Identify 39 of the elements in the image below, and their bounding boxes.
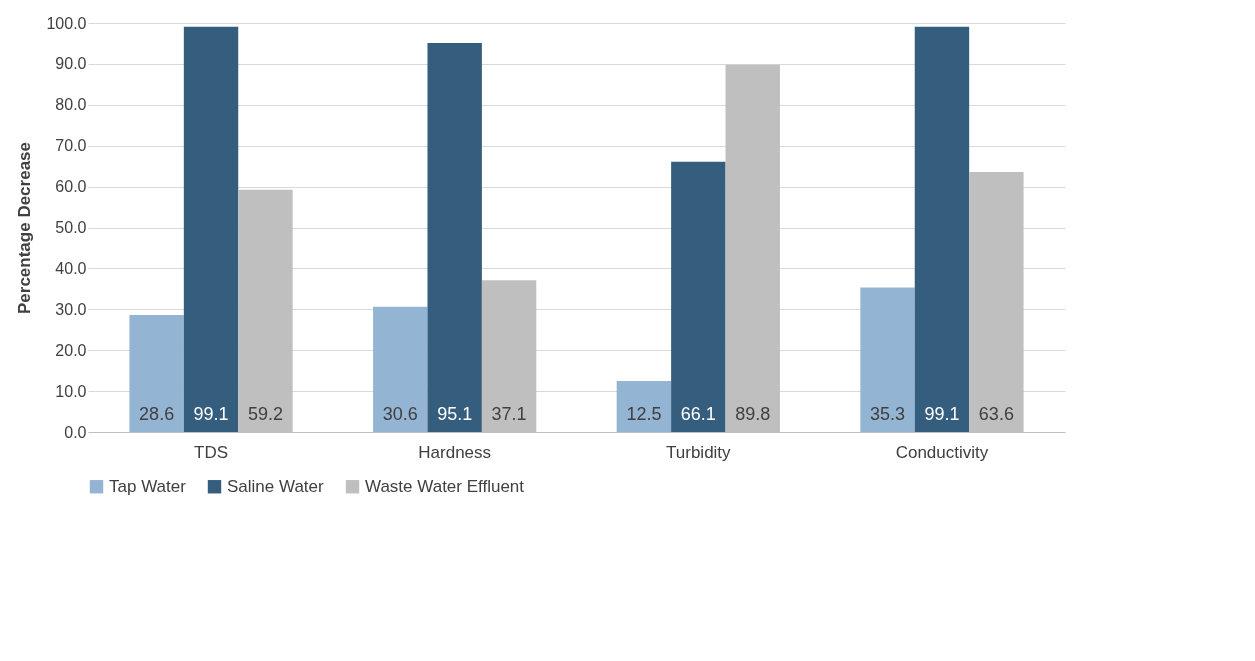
y-tick-label: 20.0 (55, 341, 87, 359)
y-tick-label: 80.0 (55, 96, 87, 114)
data-label: 37.1 (491, 404, 527, 424)
data-label: 63.6 (978, 404, 1014, 424)
legend-label: Tap Water (109, 476, 187, 496)
data-label: 89.8 (735, 404, 771, 424)
x-tick-label: TDS (194, 442, 229, 462)
y-axis-title: Percentage Decrease (15, 141, 35, 315)
bar (860, 287, 915, 432)
y-tick-label: 10.0 (55, 382, 87, 400)
data-label: 99.1 (193, 404, 229, 424)
y-tick-label: 90.0 (55, 55, 87, 73)
bar (427, 43, 482, 432)
x-tick-label: Conductivity (895, 442, 989, 462)
y-tick-label: 100.0 (46, 14, 87, 32)
bar (373, 306, 428, 432)
data-label: 35.3 (870, 404, 906, 424)
data-label: 99.1 (924, 404, 960, 424)
y-tick-label: 70.0 (55, 137, 87, 155)
bar (671, 161, 726, 432)
data-label: 95.1 (437, 404, 473, 424)
x-tick-label: Turbidity (666, 442, 732, 462)
data-label: 66.1 (680, 404, 716, 424)
bar (914, 26, 970, 432)
y-tick-label: 60.0 (55, 178, 87, 196)
data-label: 59.2 (247, 404, 283, 424)
y-tick-label: 50.0 (55, 219, 87, 236)
y-tick-label: 40.0 (55, 259, 87, 277)
bar (129, 315, 184, 432)
data-label: 28.6 (139, 404, 175, 424)
legend-label: Saline Water (227, 476, 325, 496)
bar (616, 380, 672, 432)
x-tick-label: Hardness (418, 442, 492, 462)
bar (183, 26, 239, 432)
data-label: 30.6 (382, 404, 418, 424)
legend-label: Waste Water Effluent (365, 476, 525, 496)
data-label: 12.5 (626, 404, 662, 424)
y-tick-label: 30.0 (55, 300, 87, 318)
y-tick-label: 0.0 (64, 423, 87, 441)
